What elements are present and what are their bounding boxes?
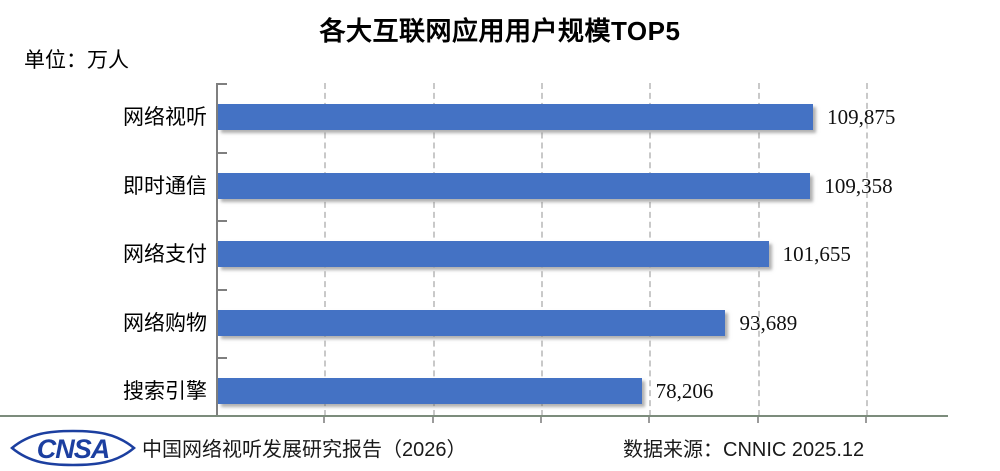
data-source: 数据来源：CNNIC 2025.12 [623,439,865,461]
x-axis-tick [756,417,759,423]
y-axis-tick [216,83,227,85]
gridline [866,83,868,416]
value-label: 78,206 [655,379,714,404]
value-label: 109,875 [827,105,896,130]
logo-text: CNSA [37,434,110,464]
x-axis-tick [540,417,542,423]
x-axis-tick [323,417,326,423]
logo-lens-icon [10,429,136,467]
value-label: 109,358 [824,173,893,198]
x-axis-line [0,415,948,417]
category-label: 即时通信 [123,173,207,198]
x-axis-tick [648,417,651,423]
y-axis-tick [216,151,227,154]
category-label: 搜索引擎 [123,379,207,404]
y-axis-tick [216,357,227,359]
report-title: 中国网络视听发展研究报告（2026） [142,439,467,461]
category-label: 网络购物 [123,310,207,335]
x-axis-tick [431,417,434,423]
value-label: 93,689 [739,310,798,335]
category-label: 网络视听 [123,105,207,130]
bar [218,104,814,131]
chart-title: 各大互联网应用用户规模TOP5 [319,16,681,46]
category-label: 网络支付 [123,242,207,267]
bar [218,172,811,199]
unit-label: 单位：万人 [24,48,129,72]
bar [218,378,642,405]
bar [218,241,769,268]
x-axis-tick [865,417,867,423]
value-label: 101,655 [782,242,851,267]
y-axis-tick [216,220,227,222]
y-axis-line [216,83,218,416]
cnsa-logo: CNSA [10,429,136,467]
y-axis-tick [216,288,227,291]
bar [218,309,726,336]
